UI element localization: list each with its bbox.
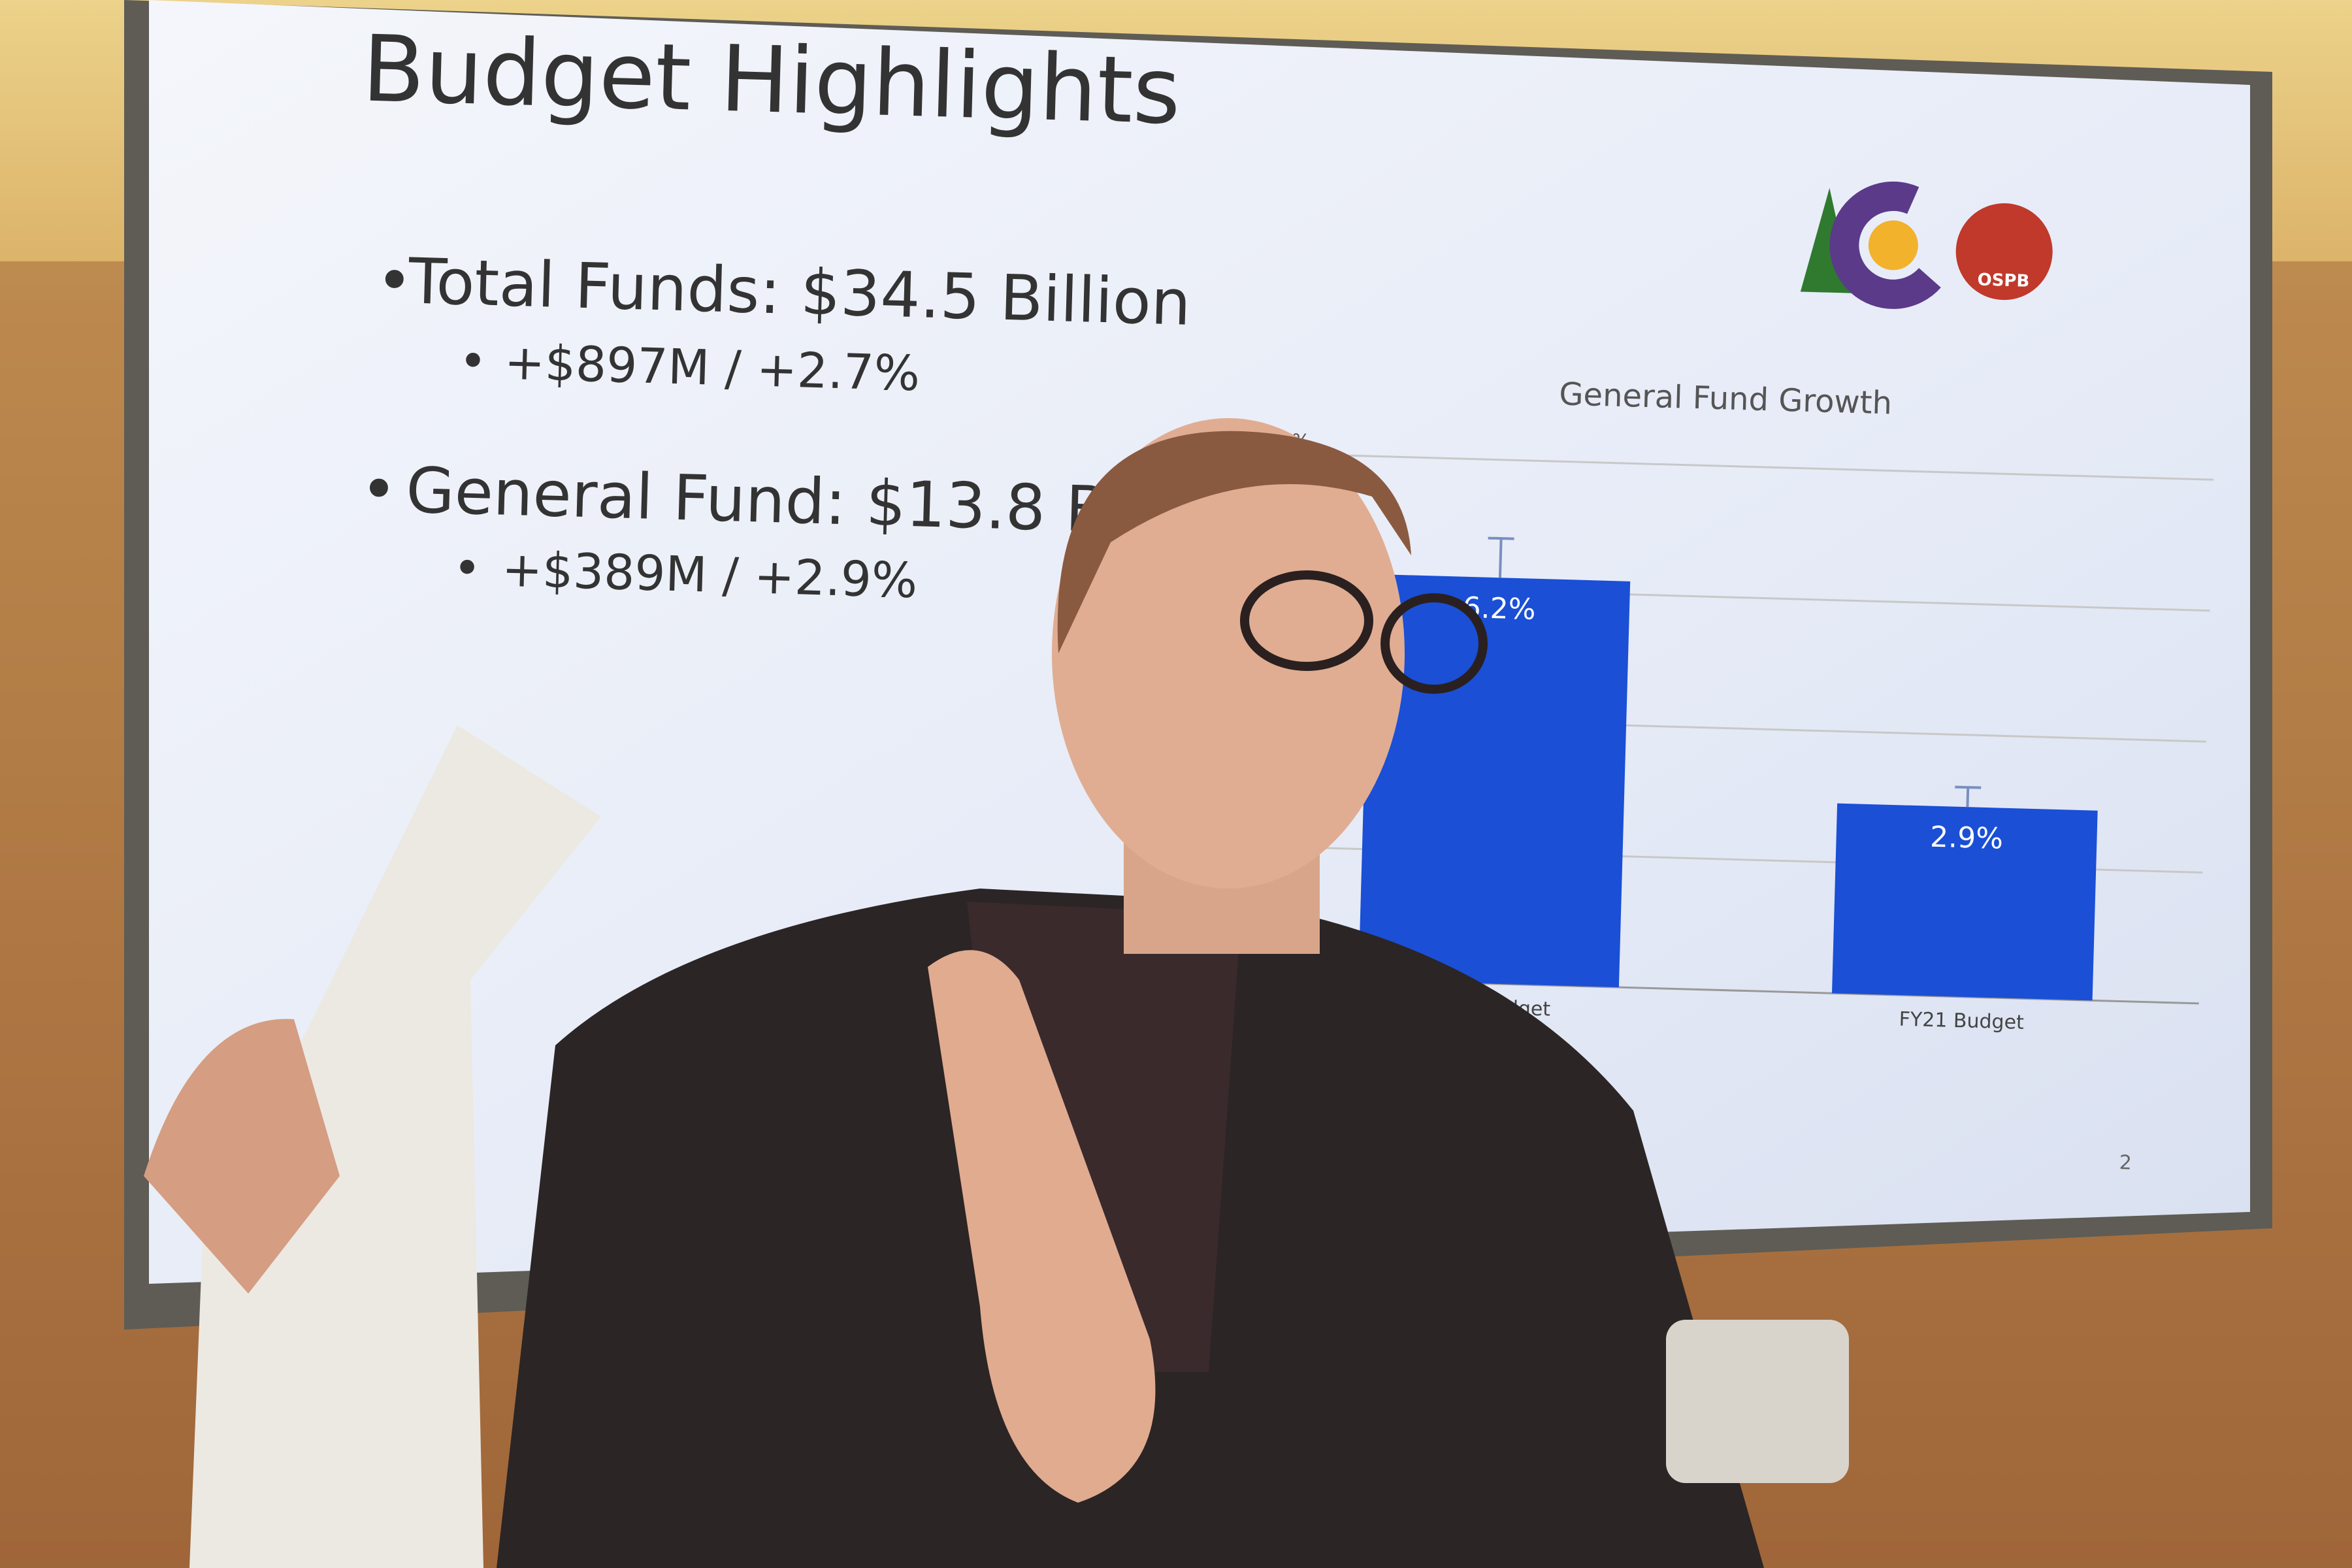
bullet-dot: • bbox=[458, 333, 488, 390]
error-bar bbox=[1955, 785, 1982, 808]
bullet-dot: • bbox=[359, 452, 399, 527]
person bbox=[144, 418, 1849, 1568]
left-hand bbox=[144, 1019, 340, 1294]
error-bar bbox=[1488, 536, 1514, 578]
hand bbox=[928, 950, 1156, 1503]
head bbox=[1052, 418, 1405, 889]
bullet-dot: • bbox=[375, 244, 414, 318]
grid-line bbox=[1266, 452, 2214, 481]
glasses bbox=[1380, 593, 1488, 694]
glasses bbox=[1240, 570, 1373, 671]
x-tick-label: FY21 Budget bbox=[1899, 1008, 2024, 1034]
ospb-text: OSPB bbox=[1977, 270, 2030, 291]
ospb-logo bbox=[1955, 203, 2053, 301]
bar bbox=[1358, 574, 1631, 988]
chair bbox=[1666, 1320, 1849, 1483]
papers bbox=[189, 725, 601, 1568]
hair bbox=[1057, 431, 1411, 653]
sub-bullet: +$389M / +2.9% bbox=[501, 542, 918, 610]
bar bbox=[1831, 803, 2098, 1001]
value-label: 2.9% bbox=[1929, 821, 2003, 856]
slide-title: Budget Highlights bbox=[361, 16, 1182, 145]
sub-bullet: +$897M / +2.7% bbox=[504, 335, 921, 402]
page-number: 2 bbox=[2119, 1151, 2132, 1175]
co-logo-sun bbox=[1868, 220, 1918, 270]
bullet-dot: • bbox=[452, 540, 482, 597]
